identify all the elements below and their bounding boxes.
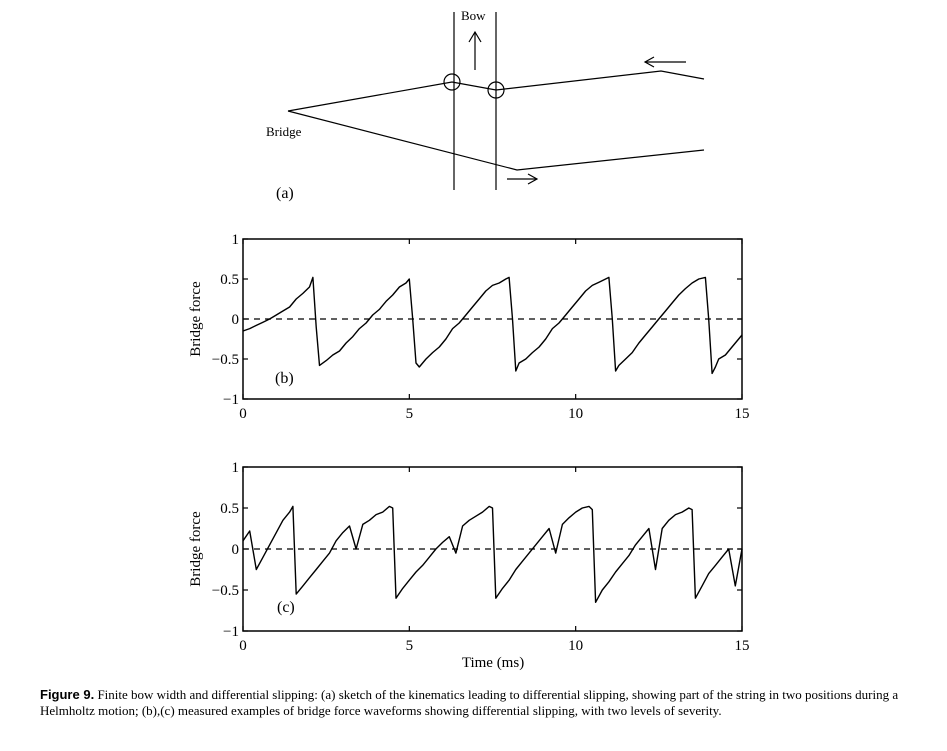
panel-label: (b)	[275, 370, 294, 387]
y-tick-label: 1	[232, 232, 240, 248]
lower-travel-arrow	[507, 173, 539, 185]
plot-frame	[242, 238, 743, 400]
panel-label: (c)	[277, 599, 295, 616]
caption-label: Figure 9.	[40, 687, 95, 702]
contact-point-left	[443, 73, 461, 91]
string-lower-position	[287, 110, 705, 171]
y-tick-label: −1	[223, 392, 239, 408]
caption-text: Finite bow width and differential slippi…	[40, 687, 899, 718]
kinematics-sketch	[287, 12, 705, 190]
y-tick-label: 0.5	[220, 501, 239, 517]
upper-travel-arrow	[643, 56, 686, 68]
figure-canvas: Bow Bridge (a) Bridge force (b) 0 5 10 15−1…	[188, 8, 750, 671]
x-tick-label: 10	[568, 406, 583, 422]
x-tick-label: 15	[735, 638, 750, 654]
bow-direction-arrow	[468, 30, 482, 70]
x-tick-label: 0	[239, 406, 247, 422]
panel-label-a: (a)	[276, 185, 294, 202]
x-tick-label: 15	[735, 406, 750, 422]
x-tick-label: 5	[406, 406, 414, 422]
y-tick-label: 0	[232, 312, 240, 328]
y-tick-label: 0.5	[220, 272, 239, 288]
string-upper-position	[287, 70, 705, 112]
x-tick-label: 0	[239, 638, 247, 654]
force-waveform-line	[242, 505, 743, 603]
contact-point-right	[487, 81, 505, 99]
y-tick-label: −0.5	[212, 583, 239, 599]
y-axis-label: Bridge force	[188, 511, 204, 587]
x-tick-label: 10	[568, 638, 583, 654]
bridge-label: Bridge	[266, 124, 302, 139]
bridge-force-chart-b: Bridge force (b) 0 5 10 15 −1 −0.5 0 0.5 1	[188, 232, 750, 422]
y-tick-label: 0	[232, 542, 240, 558]
y-tick-label: 1	[232, 460, 240, 476]
force-waveform-line	[242, 276, 743, 375]
y-tick-label: −1	[223, 624, 239, 640]
x-axis-label: Time (ms)	[462, 655, 524, 671]
y-axis-label: Bridge force	[188, 281, 204, 357]
bridge-force-chart-c: Bridge force (c) Time (ms) 0 5 10 15−1−0.50…	[188, 460, 750, 671]
plot-frame	[242, 466, 743, 632]
x-tick-label: 5	[406, 638, 414, 654]
bow-label: Bow	[461, 8, 486, 23]
figure-caption: Figure 9. Finite bow width and different…	[40, 687, 910, 719]
y-tick-label: −0.5	[212, 352, 239, 368]
